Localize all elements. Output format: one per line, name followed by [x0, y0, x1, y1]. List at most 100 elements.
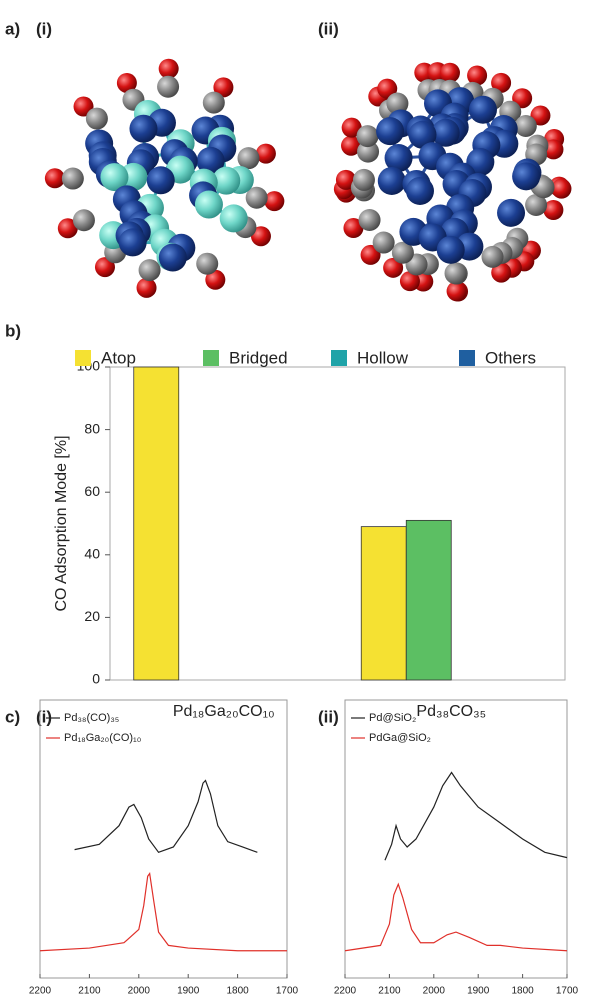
oxygen-atom — [543, 139, 564, 160]
carbon-atom — [85, 107, 108, 130]
legend-label: Pd@SiO₂ — [369, 712, 416, 724]
carbon-atom — [357, 140, 380, 163]
carbon-atom — [386, 92, 409, 115]
oxygen-atom — [44, 168, 65, 189]
x-tick-label: Pd₃₈CO₃₅ — [416, 703, 486, 720]
legend-swatch — [75, 350, 91, 366]
carbon-atom — [352, 168, 375, 191]
panel-label: (ii) — [318, 19, 339, 38]
x-tick-label: Pd₁₈Ga₂₀CO₁₀ — [173, 703, 275, 720]
legend-swatch — [203, 350, 219, 366]
metal-atom — [376, 117, 405, 146]
panel-label: (i) — [36, 707, 52, 726]
panel-label: (i) — [36, 19, 52, 38]
oxygen-atom — [377, 78, 398, 99]
x-tick-label: 2000 — [423, 986, 446, 997]
oxygen-atom — [491, 262, 512, 283]
panel-label: (ii) — [318, 707, 339, 726]
metal-atom — [405, 176, 434, 205]
panel-label: a) — [5, 19, 20, 38]
x-tick-label: 2100 — [78, 986, 101, 997]
legend-label: Pd₃₈(CO)₃₅ — [64, 712, 119, 724]
metal-atom — [212, 166, 241, 195]
metal-atom — [431, 118, 460, 147]
metal-atom — [384, 144, 413, 173]
oxygen-atom — [543, 199, 564, 220]
spectrum-line — [74, 779, 258, 854]
metal-atom — [146, 166, 175, 195]
carbon-atom — [157, 75, 180, 98]
oxygen-atom — [250, 226, 271, 247]
y-tick-label: 60 — [84, 483, 100, 499]
oxygen-atom — [205, 269, 226, 290]
oxygen-atom — [116, 72, 137, 93]
oxygen-atom — [439, 62, 460, 83]
legend-swatch — [331, 350, 347, 366]
oxygen-atom — [343, 218, 364, 239]
x-tick-label: 2000 — [128, 986, 151, 997]
x-tick-label: 1900 — [177, 986, 200, 997]
y-axis-label: CO Adsorption Mode [%] — [53, 435, 70, 611]
oxygen-atom — [399, 271, 420, 292]
metal-atom — [219, 204, 248, 233]
carbon-atom — [245, 186, 268, 209]
oxygen-atom — [341, 135, 362, 156]
oxygen-atom — [264, 191, 285, 212]
x-tick-label: 2200 — [29, 986, 52, 997]
carbon-atom — [372, 231, 395, 254]
metal-atom — [512, 162, 541, 191]
legend-label: Pd₁₈Ga₂₀(CO)₁₀ — [64, 732, 141, 744]
legend-label: PdGa@SiO₂ — [369, 732, 431, 744]
x-tick-label: 1700 — [556, 986, 579, 997]
carbon-atom — [514, 114, 537, 137]
plot-frame — [109, 366, 566, 681]
carbon-atom — [358, 209, 381, 232]
oxygen-atom — [551, 178, 572, 199]
metal-atom — [100, 163, 129, 192]
oxygen-atom — [467, 65, 488, 86]
oxygen-atom — [383, 257, 404, 278]
metal-atom — [436, 235, 465, 264]
metal-atom — [497, 198, 526, 227]
carbon-atom — [72, 209, 95, 232]
plot-frame — [39, 699, 288, 979]
metal-atom — [118, 228, 147, 257]
legend-swatch — [459, 350, 475, 366]
panel-label: c) — [5, 707, 20, 726]
x-tick-label: 1800 — [226, 986, 249, 997]
metal-atom — [468, 95, 497, 124]
bar — [405, 519, 452, 681]
carbon-atom — [202, 91, 225, 114]
oxygen-atom — [94, 257, 115, 278]
oxygen-atom — [213, 77, 234, 98]
metal-atom — [408, 120, 437, 149]
spectrum-line — [39, 872, 287, 952]
y-tick-label: 40 — [84, 546, 100, 562]
metal-atom — [129, 114, 158, 143]
carbon-atom — [444, 262, 467, 285]
legend-label: Bridged — [229, 348, 288, 367]
oxygen-atom — [255, 143, 276, 164]
spectrum-line — [384, 771, 568, 861]
carbon-atom — [391, 241, 414, 264]
bar — [360, 526, 407, 681]
carbon-atom — [61, 167, 84, 190]
carbon-atom — [525, 193, 548, 216]
x-tick-label: 2200 — [334, 986, 357, 997]
oxygen-atom — [158, 58, 179, 79]
carbon-atom — [481, 245, 504, 268]
carbon-atom — [196, 252, 219, 275]
bar — [133, 366, 180, 681]
plot-frame — [344, 699, 568, 979]
y-tick-label: 80 — [84, 420, 100, 436]
oxygen-atom — [335, 169, 356, 190]
oxygen-atom — [491, 72, 512, 93]
x-tick-label: 1900 — [467, 986, 490, 997]
legend-label: Hollow — [357, 348, 409, 367]
x-tick-label: 1700 — [276, 986, 299, 997]
oxygen-atom — [57, 218, 78, 239]
oxygen-atom — [530, 105, 551, 126]
y-tick-label: 0 — [92, 671, 100, 687]
